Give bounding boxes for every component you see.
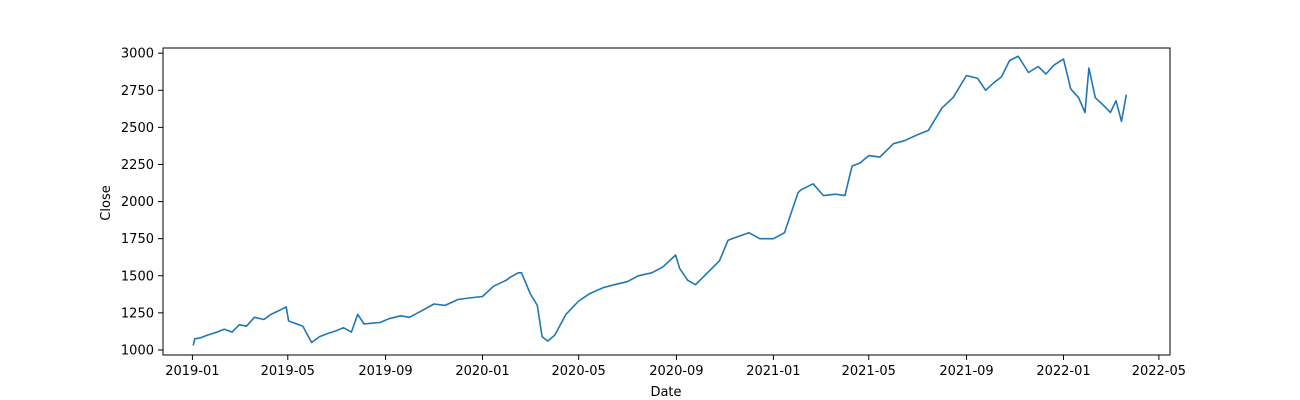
x-tick-label: 2021-05 bbox=[842, 364, 896, 379]
y-tick-label: 2000 bbox=[121, 195, 154, 210]
x-tick-label: 2022-05 bbox=[1132, 364, 1186, 379]
x-axis-label: Date bbox=[650, 385, 681, 400]
x-tick-label: 2021-01 bbox=[746, 364, 800, 379]
close-price-line bbox=[192, 55, 1128, 346]
y-tick-label: 2500 bbox=[121, 121, 154, 136]
x-tick-label: 2019-09 bbox=[358, 364, 412, 379]
y-tick-label: 1250 bbox=[121, 306, 154, 321]
x-tick-label: 2019-01 bbox=[165, 364, 219, 379]
y-tick-label: 3000 bbox=[121, 47, 154, 62]
y-axis-ticks: 1000 1250 1500 1750 2000 2250 2500 2750 3000 bbox=[121, 47, 163, 358]
plot-area-frame bbox=[162, 47, 1171, 356]
x-tick-label: 2021-09 bbox=[939, 364, 993, 379]
y-tick-label: 1500 bbox=[121, 269, 154, 284]
x-tick-label: 2020-09 bbox=[649, 364, 703, 379]
y-axis-label: Close bbox=[99, 185, 114, 220]
y-tick-label: 2250 bbox=[121, 158, 154, 173]
x-tick-label: 2020-01 bbox=[455, 364, 509, 379]
y-tick-label: 2750 bbox=[121, 84, 154, 99]
y-tick-label: 1000 bbox=[121, 343, 154, 358]
x-axis-ticks: 2019-01 2019-05 2019-09 2020-01 2020-05 2020-… bbox=[165, 355, 1186, 379]
x-tick-label: 2020-05 bbox=[552, 364, 606, 379]
x-tick-label: 2019-05 bbox=[261, 364, 315, 379]
x-tick-label: 2022-01 bbox=[1036, 364, 1090, 379]
y-tick-label: 1750 bbox=[121, 232, 154, 247]
